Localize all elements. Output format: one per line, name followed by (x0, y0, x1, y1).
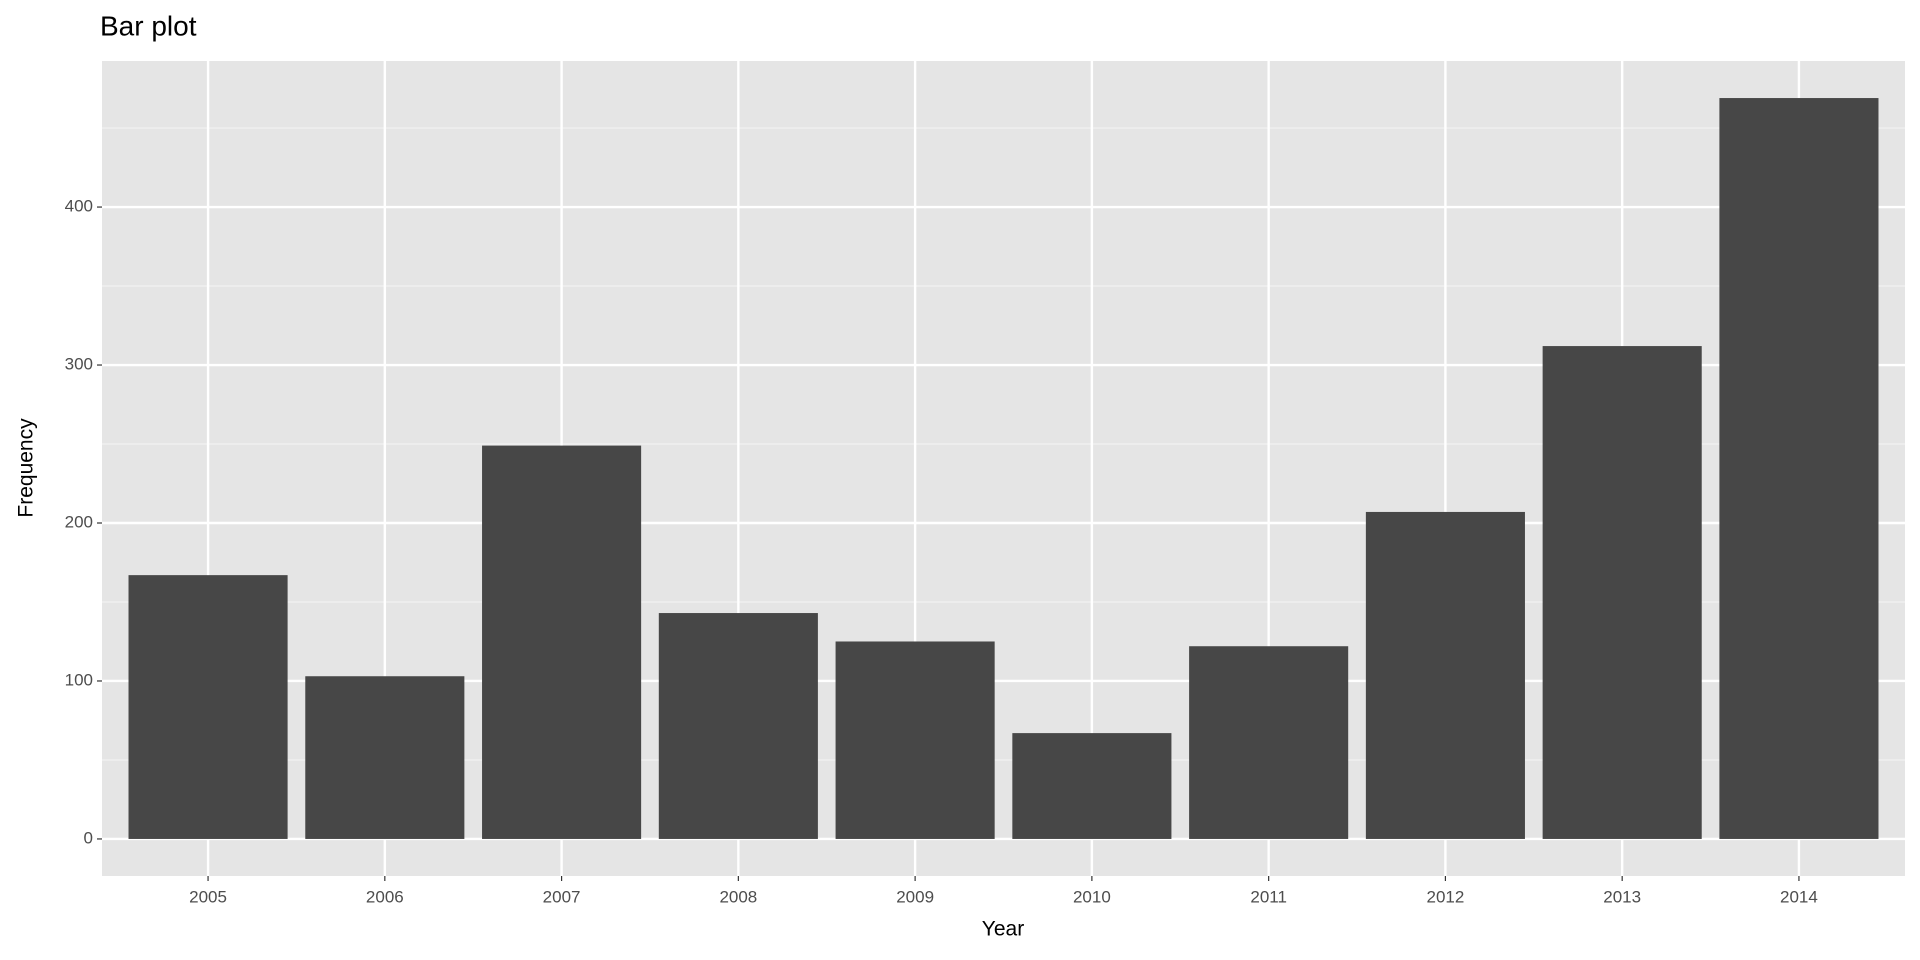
bar (1542, 346, 1702, 839)
x-axis-title: Year (982, 918, 1024, 941)
bar (835, 641, 995, 839)
y-tick-label: 0 (84, 828, 93, 847)
y-tick-label: 300 (65, 355, 93, 374)
bar (128, 575, 288, 839)
bar (1189, 646, 1349, 839)
x-tick-label: 2009 (896, 887, 934, 906)
x-tick-label: 2005 (189, 887, 227, 906)
x-tick-label: 2006 (366, 887, 404, 906)
chart-title: Bar plot (100, 10, 197, 41)
bar (305, 676, 465, 839)
bar (482, 445, 642, 839)
x-tick-label: 2011 (1250, 887, 1287, 906)
bar (1365, 511, 1525, 839)
x-tick-label: 2014 (1780, 887, 1818, 906)
x-tick-label: 2007 (543, 887, 581, 906)
x-tick-label: 2010 (1073, 887, 1111, 906)
bar (1012, 733, 1172, 839)
bar (1719, 98, 1879, 839)
y-tick-label: 400 (65, 197, 93, 216)
x-tick-label: 2013 (1603, 887, 1641, 906)
x-tick-label: 2008 (719, 887, 757, 906)
y-axis-title: Frequency (15, 418, 38, 518)
y-tick-label: 200 (65, 512, 93, 531)
x-tick-label: 2012 (1426, 887, 1464, 906)
bar (658, 613, 818, 839)
y-tick-label: 100 (65, 670, 93, 689)
